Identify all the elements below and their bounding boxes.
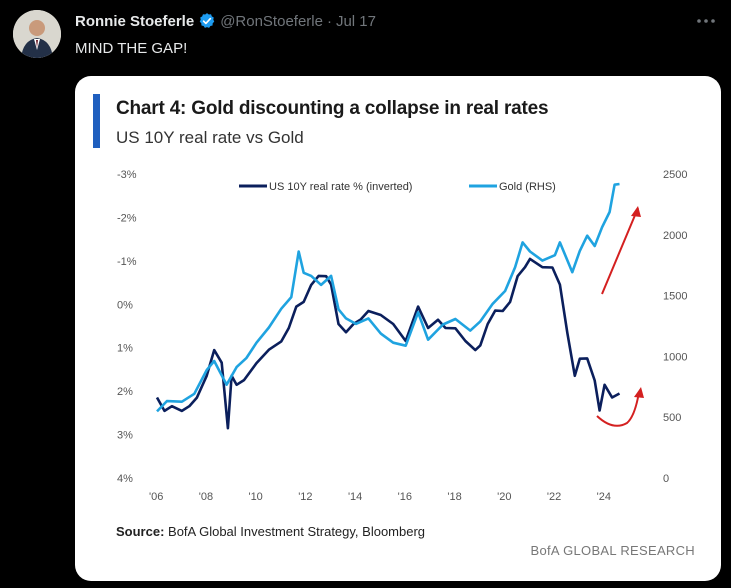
right-axis-tick: 1500 (663, 291, 687, 303)
gold-up-arrow (601, 207, 639, 295)
left-axis-tick: 1% (117, 343, 133, 355)
chart-svg: -3% -2% -1% 0% 1% 2% 3% 4% 2500 2000 1500 1000 500 0 '… (117, 169, 687, 503)
x-axis-tick: '22 (547, 491, 561, 503)
chart-subtitle: US 10Y real rate vs Gold (116, 128, 304, 147)
tweet-text: MIND THE GAP! (75, 40, 188, 57)
author-avatar[interactable] (13, 10, 61, 58)
legend-label: US 10Y real rate % (inverted) (269, 181, 412, 193)
gold-line (156, 182, 620, 413)
author-name[interactable]: Ronnie Stoeferle (75, 12, 195, 30)
rate-curve-arrowhead (634, 387, 644, 398)
right-axis-tick: 1000 (663, 351, 687, 363)
x-axis-tick: '08 (199, 491, 213, 503)
x-axis-tick: '14 (348, 491, 362, 503)
left-axis-tick: 3% (117, 430, 133, 442)
x-axis-tick: '06 (149, 491, 163, 503)
left-axis-tick: 0% (117, 299, 133, 311)
left-axis-tick: -2% (117, 212, 137, 224)
left-axis-tick: 2% (117, 386, 133, 398)
brand-label: BofA GLOBAL RESEARCH (530, 543, 695, 558)
x-axis-tick: '20 (497, 491, 511, 503)
left-axis-tick: -3% (117, 169, 137, 181)
left-axis-tick: -1% (117, 256, 137, 268)
more-options-icon[interactable] (695, 12, 717, 30)
real-rate-line (155, 257, 621, 430)
right-axis-tick: 2500 (663, 169, 687, 181)
tweet-header: Ronnie Stoeferle @RonStoeferle · Jul 17 (75, 12, 376, 30)
chart-image-card[interactable]: Chart 4: Gold discounting a collapse in … (75, 76, 721, 581)
source-text: BofA Global Investment Strategy, Bloombe… (164, 524, 426, 539)
tweet-date[interactable]: Jul 17 (335, 12, 376, 30)
left-axis-tick: 4% (117, 473, 133, 485)
legend-label: Gold (RHS) (499, 181, 556, 193)
gold-up-arrowhead (631, 206, 641, 217)
source-label: Source: (116, 524, 165, 539)
x-axis-tick: '10 (248, 491, 262, 503)
x-axis-tick: '24 (597, 491, 611, 503)
rate-curve-arrow (596, 391, 640, 427)
verified-badge-icon (198, 12, 216, 30)
author-handle[interactable]: @RonStoeferle (220, 12, 323, 30)
right-axis-tick: 0 (663, 473, 669, 485)
x-axis-tick: '12 (298, 491, 312, 503)
chart-title: Chart 4: Gold discounting a collapse in … (116, 98, 549, 119)
avatar-image (13, 10, 61, 58)
right-axis-tick: 500 (663, 412, 681, 424)
title-accent-bar (93, 94, 100, 148)
x-axis-tick: '18 (447, 491, 461, 503)
right-axis-tick: 2000 (663, 230, 687, 242)
x-axis-tick: '16 (398, 491, 412, 503)
separator-dot: · (326, 12, 332, 30)
chart-source: Source: BofA Global Investment Strategy,… (116, 524, 425, 539)
